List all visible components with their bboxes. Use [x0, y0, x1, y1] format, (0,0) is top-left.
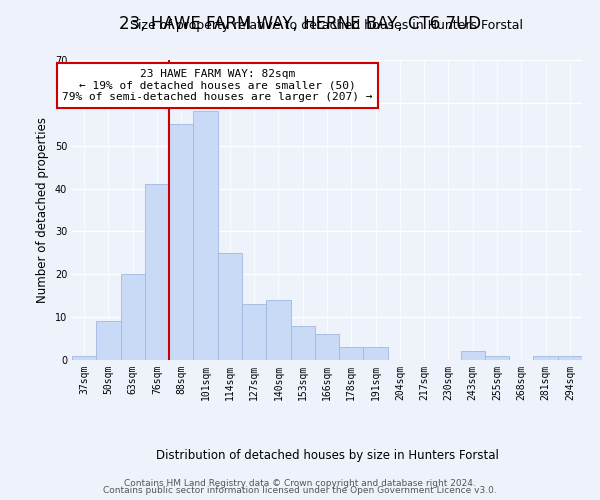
Bar [558, 356, 582, 360]
Title: Size of property relative to detached houses in Hunters Forstal: Size of property relative to detached ho… [131, 20, 523, 32]
Bar [121, 274, 145, 360]
Bar [461, 352, 485, 360]
Bar [315, 334, 339, 360]
X-axis label: Distribution of detached houses by size in Hunters Forstal: Distribution of detached houses by size … [155, 448, 499, 462]
Text: 23, HAWE FARM WAY, HERNE BAY, CT6 7UD: 23, HAWE FARM WAY, HERNE BAY, CT6 7UD [119, 15, 481, 33]
Bar [364, 347, 388, 360]
Bar [169, 124, 193, 360]
Bar [290, 326, 315, 360]
Bar [485, 356, 509, 360]
Bar [72, 356, 96, 360]
Bar [193, 112, 218, 360]
Text: Contains public sector information licensed under the Open Government Licence v3: Contains public sector information licen… [103, 486, 497, 495]
Bar [339, 347, 364, 360]
Y-axis label: Number of detached properties: Number of detached properties [36, 117, 49, 303]
Bar [218, 253, 242, 360]
Bar [242, 304, 266, 360]
Bar [533, 356, 558, 360]
Bar [145, 184, 169, 360]
Text: Contains HM Land Registry data © Crown copyright and database right 2024.: Contains HM Land Registry data © Crown c… [124, 478, 476, 488]
Text: 23 HAWE FARM WAY: 82sqm
← 19% of detached houses are smaller (50)
79% of semi-de: 23 HAWE FARM WAY: 82sqm ← 19% of detache… [62, 69, 373, 102]
Bar [96, 322, 121, 360]
Bar [266, 300, 290, 360]
